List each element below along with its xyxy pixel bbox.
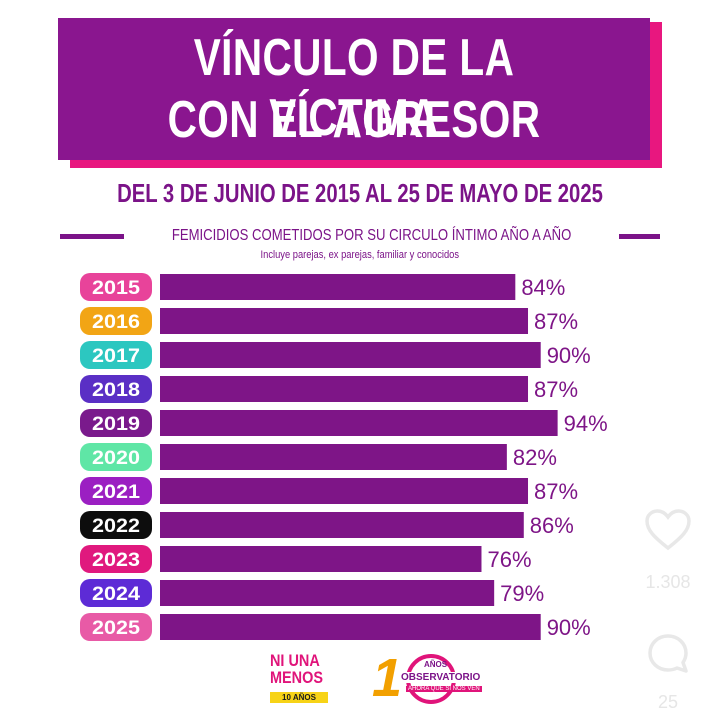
- section-label: FEMICIDIOS COMETIDOS POR SU CIRCULO ÍNTI…: [124, 227, 619, 245]
- year-pill-2020: [80, 443, 152, 471]
- ni-una-menos-logo-years: 10 AÑOS: [270, 692, 328, 703]
- bar-chart: 2015 84% 2016 87% 2017 90% 2018 87% 2019 94% 2020 8…: [80, 273, 608, 641]
- heart-icon[interactable]: [644, 508, 692, 552]
- section-heading: FEMICIDIOS COMETIDOS POR SU CIRCULO ÍNTI…: [60, 224, 660, 248]
- observatorio-logo: 1 AÑOS OBSERVATORIO AHORA QUE SI NOS VEN: [372, 648, 482, 712]
- year-pill-2023: [80, 545, 152, 573]
- year-pill-2018: [80, 375, 152, 403]
- value-label-2020: 82%: [513, 445, 557, 470]
- right-rule: [619, 233, 660, 239]
- bar-2019: [160, 410, 558, 436]
- bar-2022: [160, 512, 524, 538]
- bar-2025: [160, 614, 541, 640]
- bar-2016: [160, 308, 529, 334]
- value-label-2018: 87%: [534, 377, 578, 402]
- observatorio-logo-tag: AHORA QUE SI NOS VEN: [406, 686, 482, 692]
- value-label-2016: 87%: [534, 309, 578, 334]
- title-line-1: VÍNCULO DE LA VÍCTIMA: [193, 29, 515, 147]
- left-rule: [60, 233, 124, 239]
- year-pill-2016: [80, 307, 152, 335]
- year-label-2016: 2016: [92, 312, 140, 333]
- bar-2024: [160, 580, 495, 606]
- chart-note-text: Incluye parejas, ex parejas, familiar y …: [260, 249, 460, 261]
- year-label-2015: 2015: [92, 278, 140, 299]
- value-label-2024: 79%: [500, 581, 544, 606]
- ni-una-menos-logo: NI UNA MENOS 10 AÑOS: [270, 652, 332, 710]
- year-pill-2021: [80, 477, 152, 505]
- title-line-2: CON EL AGRESOR: [167, 91, 541, 149]
- year-label-2017: 2017: [92, 346, 140, 367]
- section-label-text: FEMICIDIOS COMETIDOS POR SU CIRCULO ÍNTI…: [171, 227, 572, 244]
- value-label-2017: 90%: [547, 343, 591, 368]
- value-label-2022: 86%: [530, 513, 574, 538]
- bar-2015: [160, 274, 516, 300]
- date-range-subtitle: DEL 3 DE JUNIO DE 2015 AL 25 DE MAYO DE …: [117, 178, 603, 208]
- chart-note: Incluye parejas, ex parejas, familiar y …: [0, 249, 720, 261]
- year-pill-2015: [80, 273, 152, 301]
- ni-una-menos-logo-line1: NI UNA: [270, 651, 320, 670]
- year-label-2025: 2025: [92, 618, 140, 639]
- year-pill-2025: [80, 613, 152, 641]
- year-pill-2024: [80, 579, 152, 607]
- bar-2018: [160, 376, 529, 402]
- observatorio-logo-anos: AÑOS: [424, 660, 448, 669]
- value-label-2019: 94%: [564, 411, 608, 436]
- observatorio-logo-word: OBSERVATORIO: [400, 672, 482, 683]
- year-label-2020: 2020: [92, 448, 140, 469]
- year-label-2019: 2019: [92, 414, 140, 435]
- bar-2020: [160, 444, 507, 470]
- bar-2023: [160, 546, 482, 572]
- year-pill-2019: [80, 409, 152, 437]
- year-label-2022: 2022: [92, 516, 140, 537]
- bar-2017: [160, 342, 541, 368]
- title-box: [58, 18, 650, 160]
- value-label-2021: 87%: [534, 479, 578, 504]
- ni-una-menos-logo-line2: MENOS: [270, 668, 323, 687]
- comment-count: 25: [657, 692, 679, 712]
- value-label-2015: 84%: [521, 275, 565, 300]
- value-label-2023: 76%: [487, 547, 531, 572]
- like-count: 1.308: [645, 572, 691, 592]
- bar-2021: [160, 478, 529, 504]
- year-label-2023: 2023: [92, 550, 140, 571]
- year-label-2018: 2018: [92, 380, 140, 401]
- speech-bubble-icon[interactable]: [646, 632, 690, 676]
- year-pill-2017: [80, 341, 152, 369]
- observatorio-logo-number: 1: [372, 648, 403, 708]
- year-label-2024: 2024: [92, 584, 140, 605]
- year-label-2021: 2021: [92, 482, 140, 503]
- value-label-2025: 90%: [547, 615, 591, 640]
- year-pill-2022: [80, 511, 152, 539]
